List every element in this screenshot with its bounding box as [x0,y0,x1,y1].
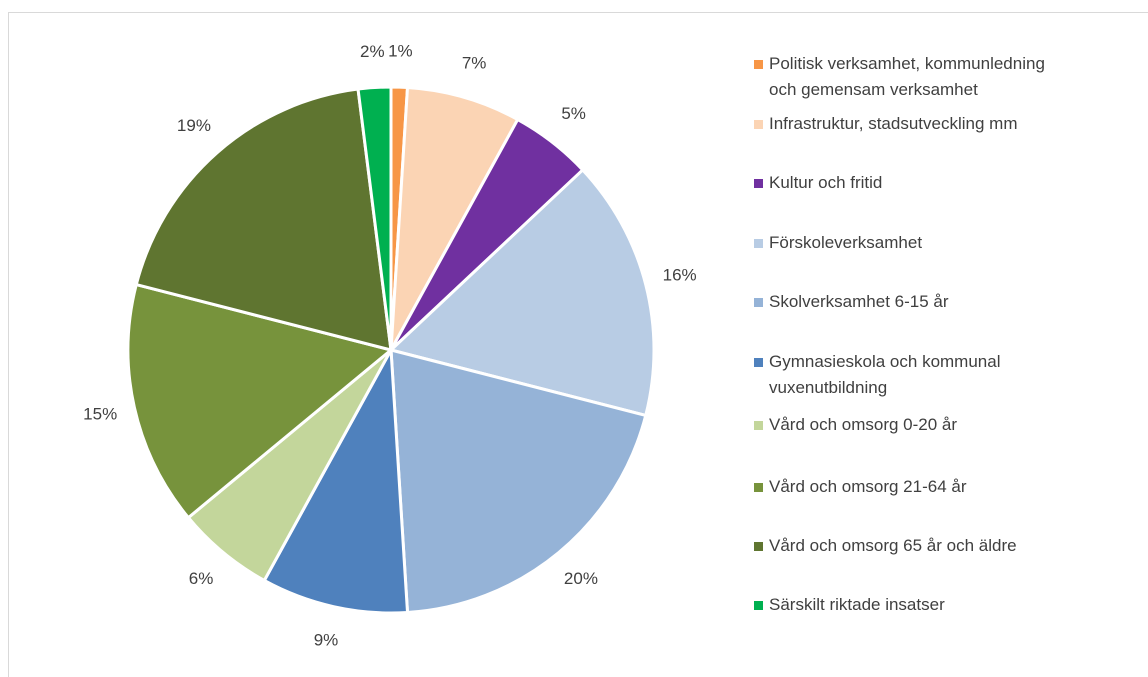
data-label: 6% [189,569,214,588]
legend-label: Gymnasieskola och kommunal vuxenutbildni… [769,352,1001,397]
legend-swatch [754,298,763,307]
data-label: 9% [314,630,339,649]
data-label: 19% [177,116,211,135]
data-label: 15% [83,404,117,423]
legend-swatch [754,120,763,129]
pie-slice [389,85,520,351]
legend-swatch [754,179,763,188]
legend-swatch [754,60,763,69]
pie-slice [389,348,648,615]
pie-slice [126,282,395,520]
legend-swatch [754,601,763,610]
data-label: 16% [663,265,697,284]
legend-label: Förskoleverksamhet [769,233,923,252]
pie-slice [262,344,410,615]
pie-slice [356,85,393,351]
legend-label: Kultur och fritid [769,173,883,192]
data-label: 5% [561,104,586,123]
legend-label: Vård och omsorg 65 år och äldre [769,536,1017,555]
data-label: 2% [360,42,385,61]
data-label: 20% [564,569,598,588]
legend-swatch [754,483,763,492]
legend-swatch [754,542,763,551]
legend-label: Skolverksamhet 6-15 år [769,292,949,311]
legend-label: Politisk verksamhet, kommunledning och g… [769,54,1045,99]
legend-swatch [754,421,763,430]
legend-label: Särskilt riktade insatser [769,595,945,614]
legend-swatch [754,239,763,248]
legend-label: Infrastruktur, stadsutveckling mm [769,114,1018,133]
legend-label: Vård och omsorg 21-64 år [769,477,967,496]
pie-slice [387,167,656,418]
data-label: 7% [462,53,487,72]
chart-frame [8,12,1148,677]
legend-label: Vård och omsorg 0-20 år [769,415,958,434]
pie-slice [134,87,393,353]
data-label: 1% [388,42,413,61]
legend-swatch [754,358,763,367]
